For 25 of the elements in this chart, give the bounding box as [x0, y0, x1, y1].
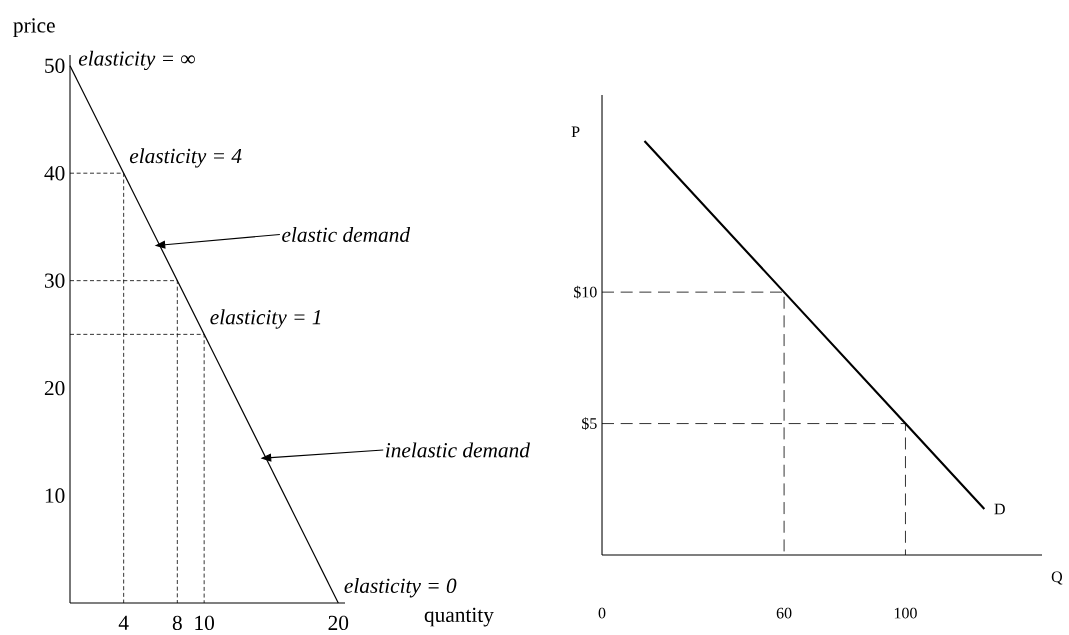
y-tick-label: $10 [573, 285, 597, 299]
annotation: elasticity = 1 [210, 309, 321, 329]
x-tick-label: 10 [195, 615, 214, 631]
y-axis-title: P [571, 126, 580, 138]
y-axis-title: price [13, 18, 55, 37]
annotation: elastic demand [282, 227, 411, 243]
y-tick-label: 40 [44, 166, 65, 181]
x-tick-label: 100 [894, 607, 917, 619]
annotation: elasticity = ∞ [78, 50, 195, 71]
annotation: D [994, 503, 1005, 515]
x-axis-title: Q [1051, 571, 1063, 585]
y-tick-label: 50 [45, 58, 65, 73]
annotation: elasticity = 0 [344, 577, 457, 598]
x-tick-label: 8 [172, 615, 182, 631]
y-tick-label: 30 [44, 273, 65, 288]
y-tick-label: 20 [44, 380, 65, 396]
annotation: elasticity = 4 [129, 148, 242, 168]
x-tick-label: 4 [118, 615, 129, 630]
y-tick-label: $5 [581, 417, 597, 430]
x-axis-title: quantity [424, 607, 494, 627]
x-tick-label: 60 [776, 607, 792, 619]
x-tick-label: 0 [598, 607, 606, 619]
x-tick-label: 20 [328, 615, 349, 631]
annotation: inelastic demand [385, 442, 530, 458]
y-tick-label: 10 [45, 488, 65, 503]
